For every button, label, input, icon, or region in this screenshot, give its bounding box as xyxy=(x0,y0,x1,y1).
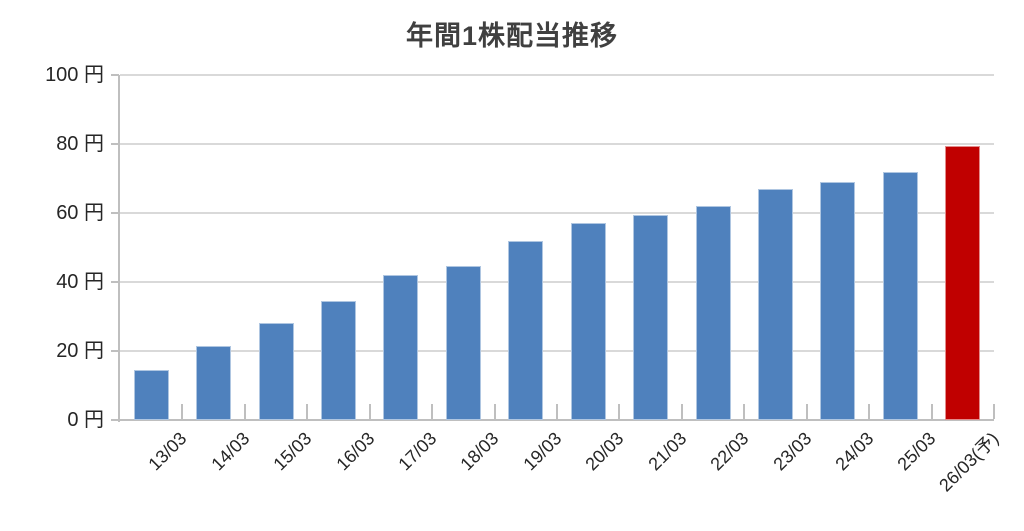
y-axis-label-60: 60 円 xyxy=(56,202,104,224)
chart-title: 年間1株配当推移 xyxy=(405,21,619,51)
bar-21/03 xyxy=(633,214,669,420)
x-axis-tick-2 xyxy=(243,404,246,419)
x-axis-tick-9 xyxy=(680,404,683,419)
y-axis-tick-20 xyxy=(111,350,119,352)
bar-16/03 xyxy=(321,300,356,420)
bar-22/03 xyxy=(695,206,731,420)
gridline-40 xyxy=(120,281,994,283)
x-axis-tick-8 xyxy=(618,404,621,419)
x-axis-tick-14 xyxy=(993,404,995,419)
y-axis-label-0: 0 円 xyxy=(67,409,104,431)
x-axis-tick-6 xyxy=(493,404,496,419)
gridline-80 xyxy=(120,143,994,145)
y-axis-label-40: 40 円 xyxy=(56,271,104,293)
x-axis-tick-13 xyxy=(930,404,933,419)
x-axis-tick-10 xyxy=(743,404,746,419)
gridline-20 xyxy=(120,350,994,352)
bar-25/03 xyxy=(882,171,918,420)
bar-17/03 xyxy=(383,275,419,420)
y-axis-tick-100 xyxy=(111,74,119,76)
y-axis-label-20: 20 円 xyxy=(56,340,104,362)
y-axis-label-80: 80 円 xyxy=(56,133,104,155)
x-axis-tick-7 xyxy=(556,404,558,419)
y-axis-tick-40 xyxy=(111,281,119,283)
bar-18/03 xyxy=(445,266,481,420)
y-axis-tick-60 xyxy=(111,212,119,214)
y-axis-tick-0 xyxy=(111,419,119,421)
y-axis-line xyxy=(118,75,120,422)
x-axis-tick-4 xyxy=(368,404,371,419)
x-axis-tick-3 xyxy=(306,404,309,419)
bar-24/03 xyxy=(820,181,856,420)
bar-23/03 xyxy=(758,188,793,420)
bar-20/03 xyxy=(570,223,606,420)
x-axis-tick-1 xyxy=(181,404,184,419)
x-axis-tick-5 xyxy=(431,404,434,419)
y-axis-label-100: 100 円 xyxy=(45,64,104,86)
y-axis-tick-80 xyxy=(111,143,119,145)
bar-26/03(予) xyxy=(945,145,981,420)
gridline-100 xyxy=(120,74,994,76)
bar-13/03 xyxy=(133,369,169,420)
x-axis-line xyxy=(119,419,994,421)
gridline-60 xyxy=(120,212,994,214)
bar-15/03 xyxy=(258,323,294,420)
bar-14/03 xyxy=(196,345,232,420)
x-axis-tick-12 xyxy=(868,404,871,419)
x-axis-tick-11 xyxy=(805,404,808,419)
bar-19/03 xyxy=(508,240,544,420)
